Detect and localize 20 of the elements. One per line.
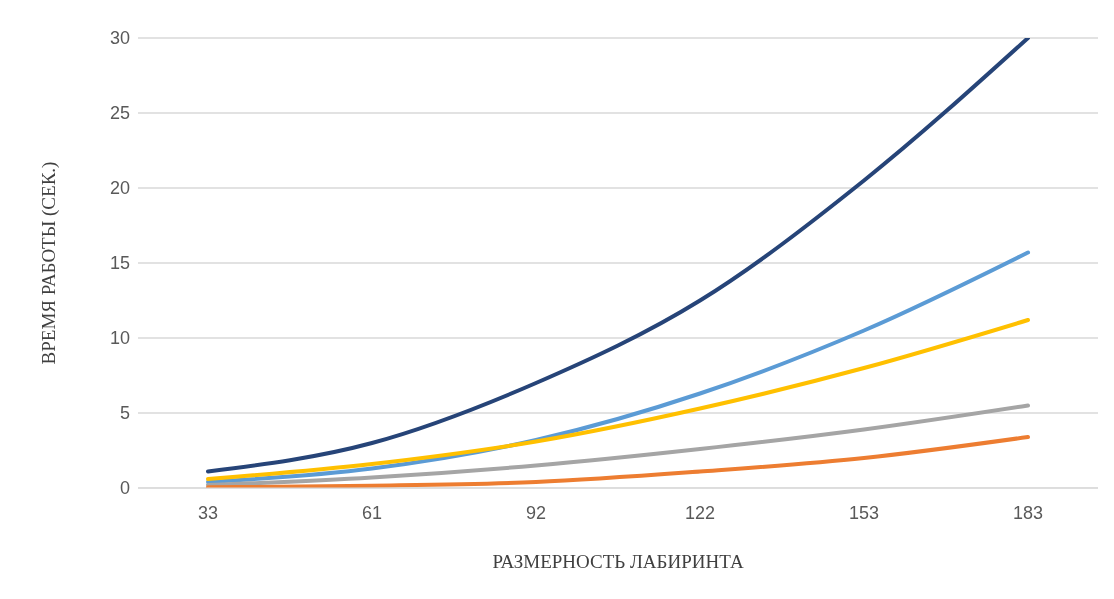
line-series bbox=[206, 435, 1030, 488]
line-series bbox=[206, 38, 1030, 474]
y-axis-title: ВРЕМЯ РАБОТЫ (СЕК.) bbox=[37, 161, 60, 365]
line-series bbox=[206, 250, 1030, 484]
x-axis-title: РАЗМЕРНОСТЬ ЛАБИРИНТА bbox=[492, 551, 744, 572]
y-tick-label: 5 bbox=[119, 403, 130, 424]
y-tick-label: 20 bbox=[109, 178, 130, 199]
y-tick-label: 25 bbox=[109, 103, 130, 124]
x-tick-label: 153 bbox=[848, 502, 880, 523]
x-tick-label: 92 bbox=[525, 502, 547, 523]
y-tick-label: 30 bbox=[109, 28, 130, 49]
line-series bbox=[206, 403, 1030, 487]
y-tick-label: 10 bbox=[109, 328, 130, 349]
y-tick-label: 0 bbox=[119, 478, 130, 499]
y-tick-label: 15 bbox=[109, 253, 130, 274]
line-series bbox=[206, 318, 1030, 481]
x-tick-label: 122 bbox=[684, 502, 716, 523]
x-tick-label: 61 bbox=[361, 502, 383, 523]
x-tick-label: 33 bbox=[197, 502, 219, 523]
x-tick-label: 183 bbox=[1012, 502, 1044, 523]
